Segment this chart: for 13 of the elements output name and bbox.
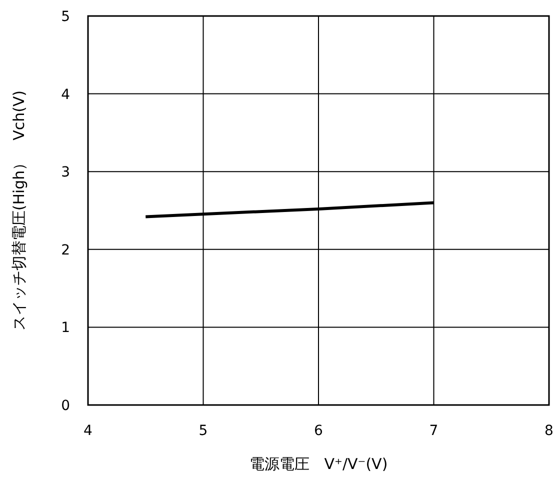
- x-tick-label: 4: [84, 423, 93, 439]
- x-axis-title: 電源電圧 V⁺/V⁻(V): [249, 455, 388, 473]
- y-tick-label: 5: [61, 9, 70, 25]
- y-tick-label: 1: [61, 320, 70, 336]
- y-tick-label: 4: [61, 86, 70, 103]
- y-axis-title: スイッチ切替電圧(High） Vch(V): [10, 90, 28, 331]
- y-tick-label: 3: [61, 164, 70, 181]
- y-tick-label: 2: [61, 242, 70, 258]
- x-tick-label: 7: [429, 423, 438, 439]
- x-tick-label: 6: [314, 423, 324, 439]
- y-tick-label: 0: [61, 398, 70, 414]
- x-tick-label: 8: [544, 423, 554, 439]
- x-tick-label: 5: [198, 423, 208, 439]
